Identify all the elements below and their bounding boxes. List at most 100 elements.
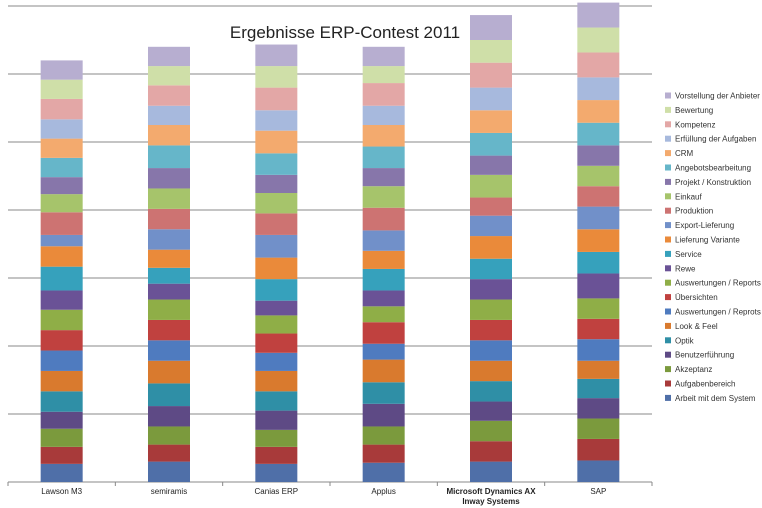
bar-segment <box>470 461 512 482</box>
legend-label: Bewertung <box>675 106 713 115</box>
bar-segment <box>255 429 298 447</box>
bar-segment <box>255 257 298 280</box>
bar-segment <box>148 249 190 268</box>
bar-segment <box>148 229 190 250</box>
bar-segment <box>577 165 620 187</box>
x-axis: Lawson M3 semiramis Canias ERP Applus Micros… <box>7 482 653 506</box>
bar-segment <box>470 155 512 175</box>
legend-swatch <box>665 236 671 243</box>
bar-segment <box>255 213 298 235</box>
bar-segment <box>255 410 298 430</box>
legend-label: Auswertungen / Reports <box>675 279 761 288</box>
bar-segment <box>40 370 83 392</box>
bar-segment <box>40 246 83 267</box>
legend-label: Vorstellung der Anbieter <box>675 92 760 101</box>
legend-label: Aufgabenbereich <box>675 380 736 389</box>
bar-segment <box>577 2 620 28</box>
bar-segment <box>470 15 512 41</box>
bar-segment <box>362 186 405 208</box>
bar-segment <box>470 197 512 216</box>
legend-label: Optik <box>675 336 695 345</box>
bar-segment <box>40 463 83 482</box>
legend-swatch <box>665 322 671 329</box>
bar-segment <box>148 383 190 407</box>
bar-segment <box>40 350 83 371</box>
legend-swatch <box>665 265 671 272</box>
bar-segment <box>255 391 298 411</box>
bar-segment <box>40 60 83 80</box>
legend-label: Projekt / Konstruktion <box>675 178 751 187</box>
bar-segment <box>362 322 405 344</box>
legend-swatch <box>665 394 671 401</box>
bar-segment <box>470 174 512 198</box>
legend-swatch <box>665 250 671 257</box>
bar-segment <box>577 438 620 461</box>
bar-segment <box>362 426 405 445</box>
bar-segment <box>255 279 298 301</box>
bar-segment <box>148 319 190 341</box>
bar-segment <box>470 381 512 402</box>
bar-segment <box>255 333 298 353</box>
bar-segment <box>255 315 298 334</box>
bar-segment <box>255 463 298 482</box>
x-tick-label: SAP <box>590 487 606 496</box>
bar-segment <box>255 44 298 67</box>
chart-title: Ergebnisse ERP-Contest 2011 <box>230 23 460 42</box>
bar-segment <box>470 319 512 341</box>
bar-segment <box>40 119 83 139</box>
bar-segment <box>362 46 405 67</box>
bar-segment <box>148 125 190 146</box>
legend-swatch <box>665 178 671 185</box>
legend-swatch <box>665 294 671 301</box>
bar-segment <box>255 352 298 371</box>
bar-segment <box>577 398 620 419</box>
legend-swatch <box>665 308 671 315</box>
bar-segment <box>40 290 83 310</box>
legend-label: Auswertungen / Reprots <box>675 308 761 317</box>
legend-swatch <box>665 366 671 373</box>
legend-swatch <box>665 150 671 157</box>
bar-segment <box>470 441 512 462</box>
legend-label: Angebotsbearbeitung <box>675 164 751 173</box>
bar-segment <box>255 66 298 88</box>
bar-segment <box>470 215 512 237</box>
bar-segment <box>362 290 405 307</box>
bar-segment <box>577 298 620 319</box>
bar-segment <box>148 340 190 361</box>
legend-label: Einkauf <box>675 192 702 201</box>
bar-segment <box>362 306 405 323</box>
bar-segment <box>577 122 620 146</box>
bar-segment <box>40 391 83 412</box>
legend-label: Rewe <box>675 264 696 273</box>
bar-segment <box>362 403 405 427</box>
bar-segment <box>470 110 512 133</box>
bar-segment <box>577 378 620 399</box>
bar-segment <box>148 299 190 320</box>
bar-segment <box>40 309 83 331</box>
bar-segment <box>40 234 83 247</box>
legend-label: Kompetenz <box>675 120 715 129</box>
bar-segment <box>40 98 83 120</box>
legend-label: Look & Feel <box>675 322 718 331</box>
bar-segment <box>148 426 190 445</box>
bar-segment <box>40 79 83 99</box>
legend-swatch <box>665 351 671 358</box>
x-tick-label: Applus <box>371 487 395 496</box>
legend-label: Arbeit mit dem System <box>675 394 756 403</box>
bar-segment <box>577 229 620 252</box>
legend-swatch <box>665 380 671 387</box>
legend-swatch <box>665 207 671 214</box>
bar-segment <box>148 267 190 284</box>
bar-segment <box>40 428 83 447</box>
legend-label: Lieferung Variante <box>675 236 740 245</box>
bar-segment <box>255 446 298 464</box>
gridlines <box>8 5 652 483</box>
legend-label: Export-Lieferung <box>675 221 734 230</box>
bar-segment <box>148 360 190 384</box>
bar-segment <box>255 130 298 154</box>
legend-label: Erfüllung der Aufgaben <box>675 135 756 144</box>
legend-swatch <box>665 193 671 200</box>
legend-swatch <box>665 279 671 286</box>
bar-segment <box>40 177 83 195</box>
